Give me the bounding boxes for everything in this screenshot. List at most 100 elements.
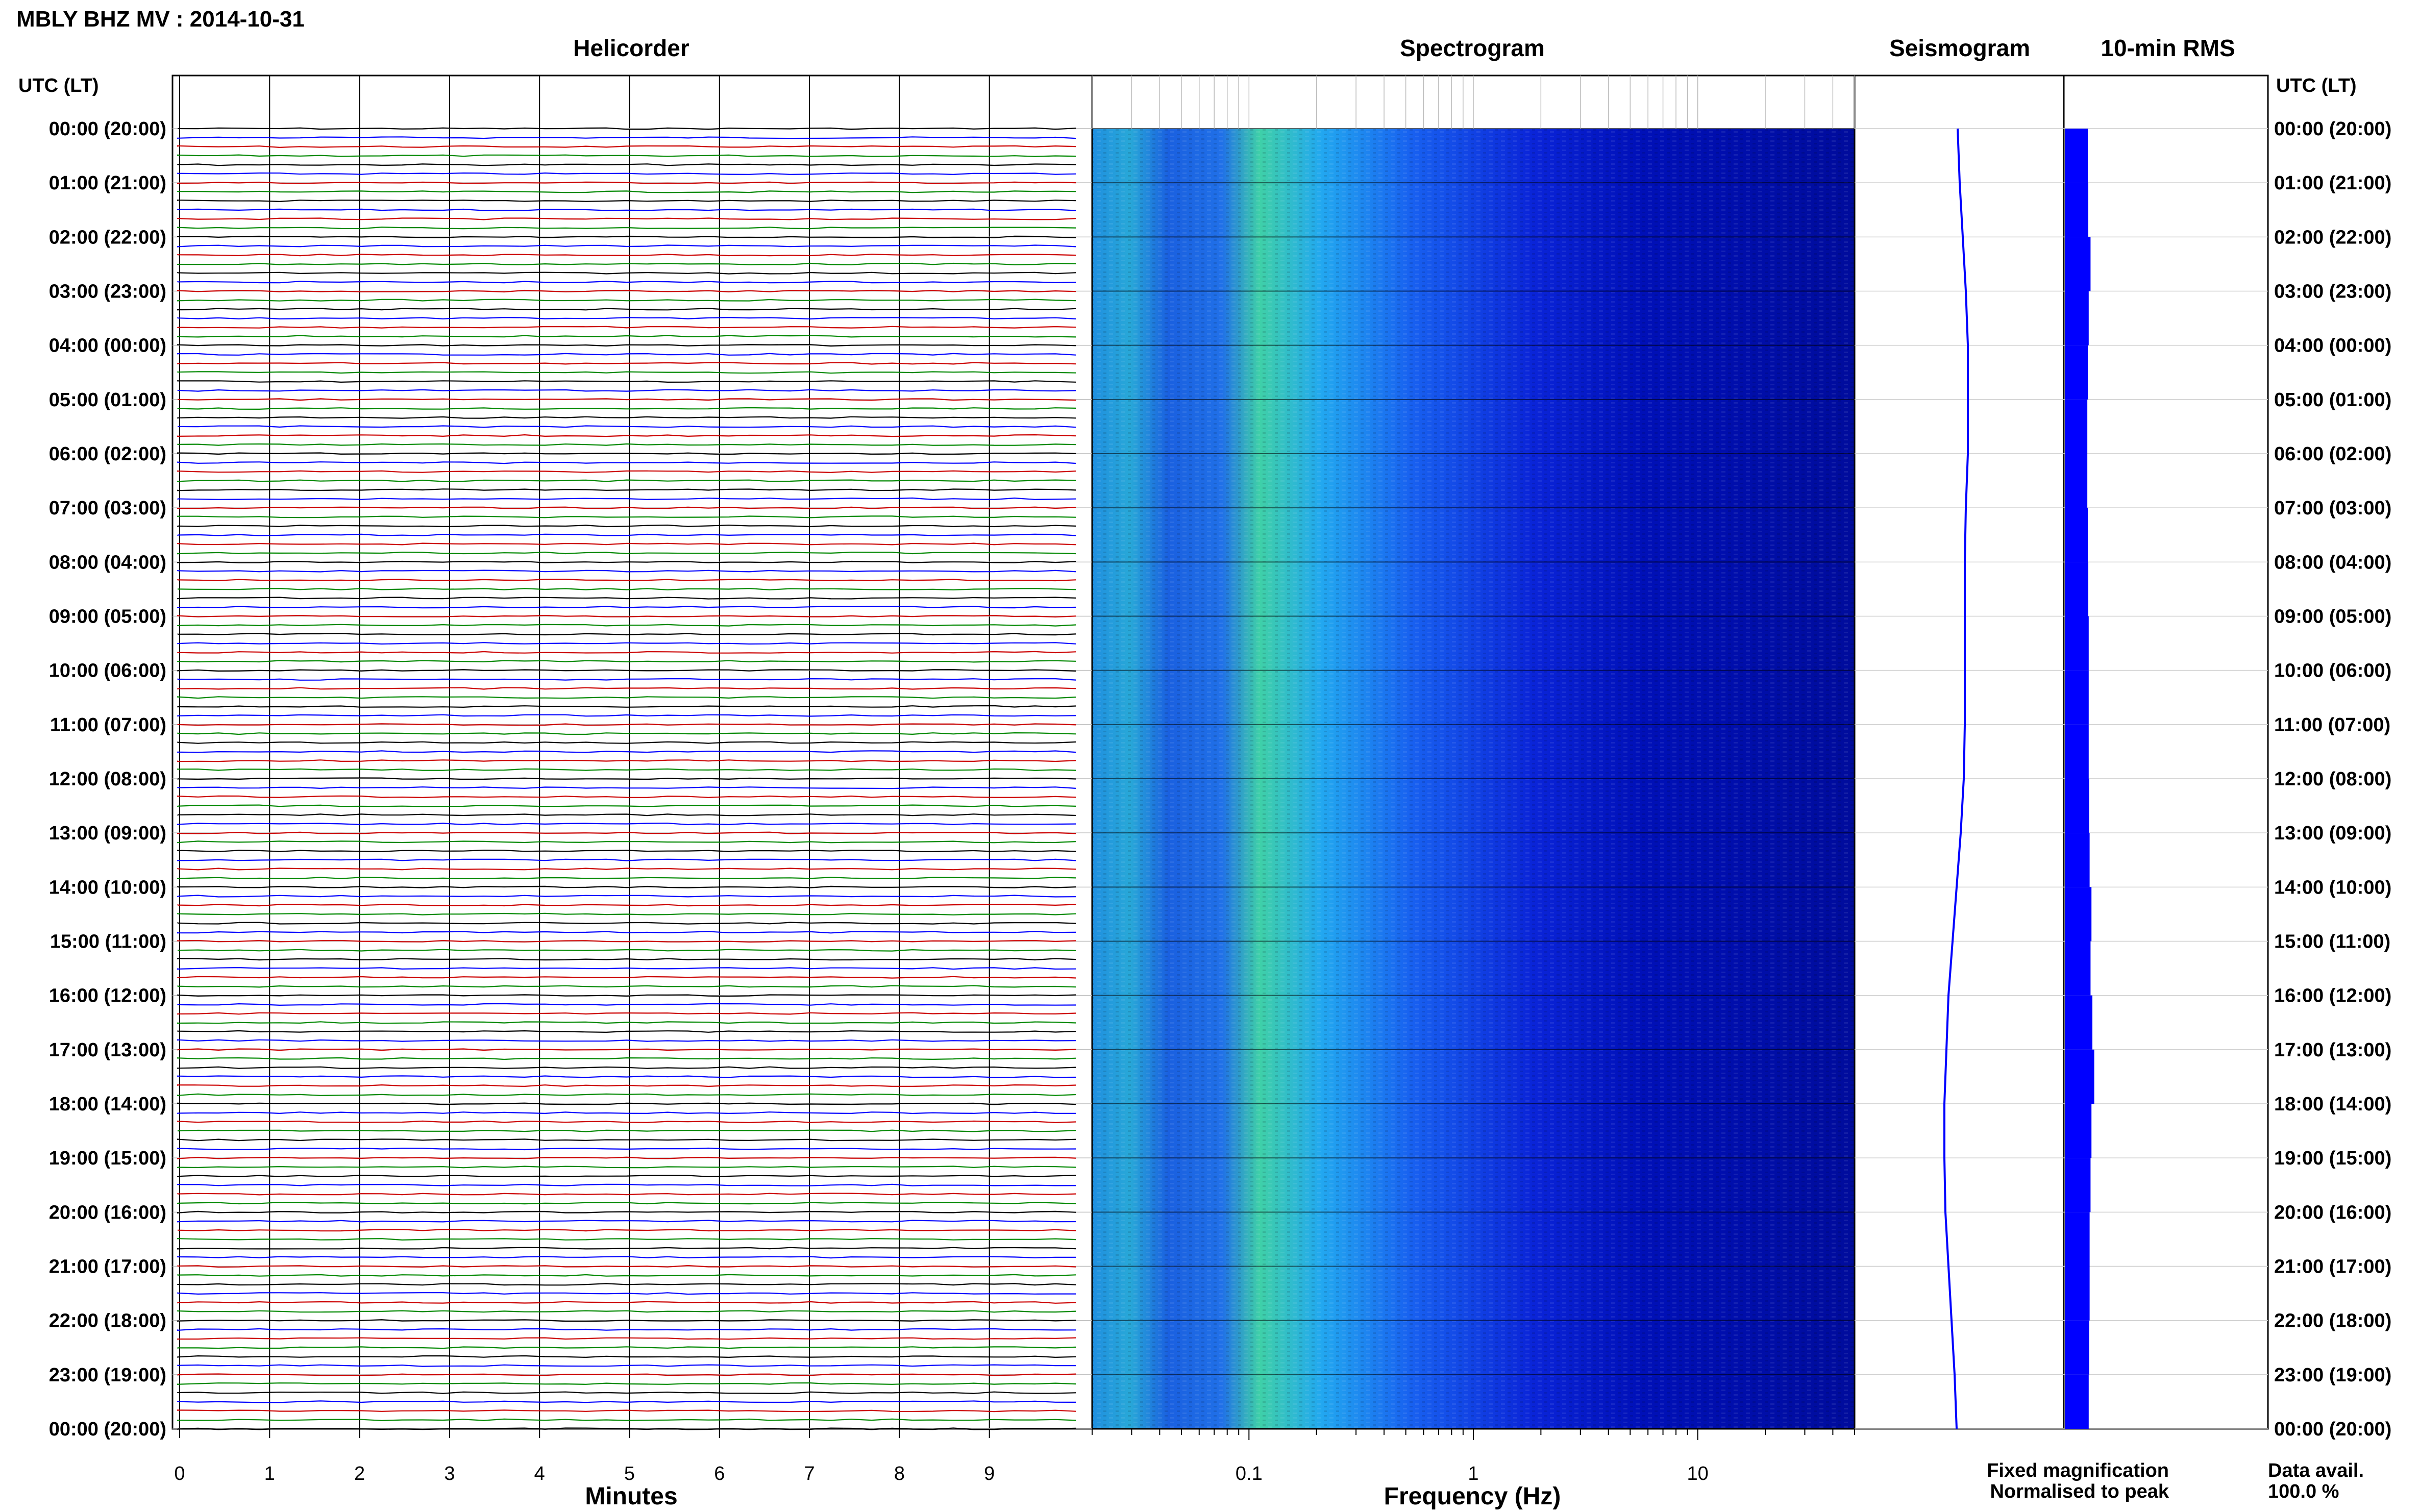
helicorder-xtick-label: 9 xyxy=(984,1463,995,1484)
helicorder-trace-line xyxy=(177,217,1076,220)
helicorder-xtick-label: 7 xyxy=(804,1463,815,1484)
time-tick-right: 20:00 (16:00) xyxy=(2274,1202,2391,1223)
helicorder-trace-line xyxy=(177,389,1076,392)
helicorder-trace-line xyxy=(177,1427,1076,1430)
time-tick-left: 06:00 (02:00) xyxy=(49,443,166,465)
helicorder-trace-line xyxy=(177,316,1076,320)
helicorder-trace-line xyxy=(177,858,1076,861)
helicorder-trace-line xyxy=(177,1166,1076,1169)
helicorder-xtick-label: 4 xyxy=(534,1463,545,1484)
helicorder-trace-line xyxy=(177,614,1076,618)
rms-bar xyxy=(2065,941,2091,996)
helicorder-trace-line xyxy=(177,434,1076,437)
helicorder-trace-line xyxy=(177,1328,1076,1331)
helicorder-trace-line xyxy=(177,416,1076,419)
helicorder-trace-line xyxy=(177,1337,1076,1340)
helicorder-trace-line xyxy=(177,470,1076,474)
legend-fixed-magnification: Fixed magnification xyxy=(1987,1460,2169,1481)
helicorder-trace-line xyxy=(177,931,1076,934)
helicorder-trace-line xyxy=(177,461,1076,464)
helicorder-trace-line xyxy=(177,804,1076,807)
time-tick-left: 05:00 (01:00) xyxy=(49,389,166,411)
helicorder-trace-line xyxy=(177,1012,1076,1015)
time-tick-left: 07:00 (03:00) xyxy=(49,498,166,519)
time-tick-right: 00:00 (20:00) xyxy=(2274,1419,2391,1440)
time-tick-left: 17:00 (13:00) xyxy=(49,1039,166,1061)
helicorder-trace-line xyxy=(177,506,1076,509)
helicorder-trace-line xyxy=(177,831,1076,834)
helicorder-trace-line xyxy=(177,633,1076,636)
helicorder-trace-line xyxy=(177,262,1076,265)
time-tick-right: 21:00 (17:00) xyxy=(2274,1256,2391,1278)
helicorder-trace-line xyxy=(177,849,1076,853)
helicorder-trace-line xyxy=(177,795,1076,799)
helicorder-trace-line xyxy=(177,669,1076,672)
helicorder-trace-line xyxy=(177,200,1076,203)
helicorder-trace-line xyxy=(177,235,1076,238)
time-tick-right: 19:00 (15:00) xyxy=(2274,1148,2391,1169)
helicorder-trace-line xyxy=(177,254,1076,257)
helicorder-trace-line xyxy=(177,344,1076,347)
helicorder-trace-line xyxy=(177,1418,1076,1421)
helicorder-trace-line xyxy=(177,497,1076,501)
rms-bar xyxy=(2065,1049,2094,1104)
time-tick-right: 15:00 (11:00) xyxy=(2274,931,2390,953)
helicorder-trace-line xyxy=(177,1030,1076,1033)
helicorder-trace-line xyxy=(177,949,1076,952)
time-tick-left: 04:00 (00:00) xyxy=(49,335,166,357)
rms-bar xyxy=(2065,454,2088,508)
helicorder-trace-line xyxy=(177,1039,1076,1042)
time-axis-label-right: UTC (LT) xyxy=(2276,75,2357,96)
helicorder-trace-line xyxy=(177,190,1076,193)
helicorder-trace-line xyxy=(177,587,1076,591)
helicorder-trace-line xyxy=(177,1319,1076,1322)
helicorder-trace-line xyxy=(177,877,1076,880)
rms-bar xyxy=(2065,508,2088,562)
rms-bar xyxy=(2065,670,2089,725)
helicorder-trace-line xyxy=(177,579,1076,582)
helicorder-trace-line xyxy=(177,1229,1076,1232)
helicorder-trace-line xyxy=(177,1220,1076,1223)
seismogram-title: Seismogram xyxy=(1889,35,2030,61)
rms-bars xyxy=(2065,129,2094,1429)
time-axis-label-left: UTC (LT) xyxy=(18,75,99,96)
helicorder-trace-line xyxy=(177,1111,1076,1114)
time-tick-right: 00:00 (20:00) xyxy=(2274,118,2391,140)
helicorder-trace-line xyxy=(177,551,1076,555)
helicorder-xtick-label: 0 xyxy=(174,1463,185,1484)
helicorder-trace-line xyxy=(177,1310,1076,1313)
helicorder-trace-line xyxy=(177,398,1076,401)
time-tick-right: 17:00 (13:00) xyxy=(2274,1039,2391,1061)
helicorder-trace-line xyxy=(177,1283,1076,1286)
helicorder-trace-line xyxy=(177,136,1076,139)
helicorder-trace-line xyxy=(177,1237,1076,1241)
time-tick-right: 18:00 (14:00) xyxy=(2274,1094,2391,1115)
helicorder-trace-line xyxy=(177,1147,1076,1151)
seismogram-frame xyxy=(1854,75,2065,1430)
helicorder-trace-line xyxy=(177,380,1076,383)
helicorder-trace-line xyxy=(177,1391,1076,1394)
helicorder-title: Helicorder xyxy=(573,35,689,61)
helicorder-trace-line xyxy=(177,723,1076,726)
helicorder-trace-line xyxy=(177,1093,1076,1096)
helicorder-trace-line xyxy=(177,560,1076,563)
time-tick-right: 02:00 (22:00) xyxy=(2274,227,2391,248)
time-tick-left: 22:00 (18:00) xyxy=(49,1310,166,1332)
helicorder-trace-line xyxy=(177,786,1076,789)
helicorder-trace-line xyxy=(177,696,1076,699)
helicorder-trace-line xyxy=(177,362,1076,365)
time-tick-left: 15:00 (11:00) xyxy=(50,931,166,953)
helicorder-trace-line xyxy=(177,181,1076,184)
helicorder-trace-line xyxy=(177,1102,1076,1105)
helicorder-trace-line xyxy=(177,533,1076,536)
helicorder-trace-line xyxy=(177,308,1076,311)
time-tick-right: 03:00 (23:00) xyxy=(2274,281,2391,303)
helicorder-trace-line xyxy=(177,1274,1076,1277)
seismogram-gridlines xyxy=(1855,128,2268,1429)
helicorder-trace-line xyxy=(177,1256,1076,1259)
helicorder-xtick-label: 2 xyxy=(354,1463,365,1484)
helicorder-trace-line xyxy=(177,687,1076,690)
helicorder-trace-line xyxy=(177,976,1076,979)
rms-frame xyxy=(2063,75,2269,1430)
helicorder-trace-line xyxy=(177,353,1076,356)
